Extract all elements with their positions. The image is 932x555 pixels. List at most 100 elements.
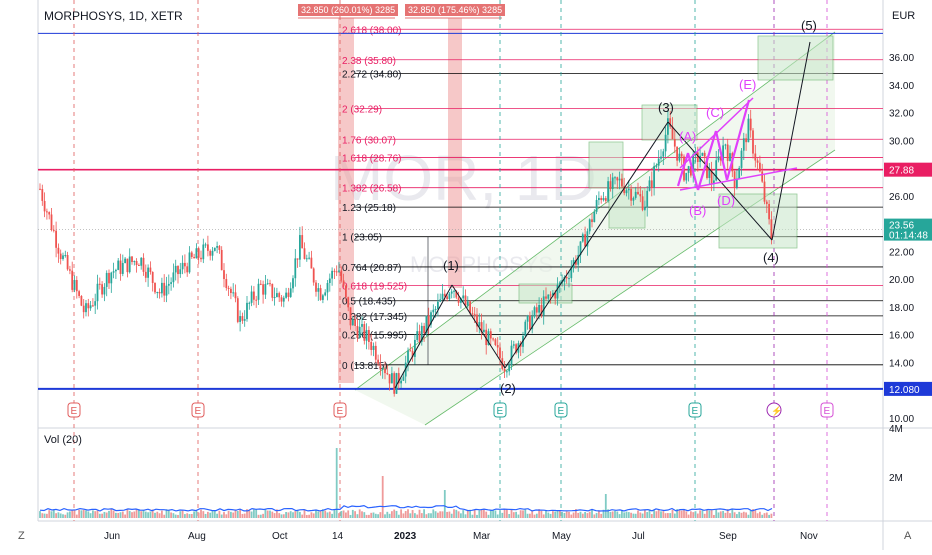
candle-body bbox=[188, 252, 191, 273]
candle bbox=[545, 287, 547, 301]
volume-bar bbox=[462, 510, 465, 518]
candle-body bbox=[634, 191, 637, 198]
candle bbox=[671, 117, 674, 140]
level-blue-label: 12.080 bbox=[889, 385, 920, 396]
candle-body bbox=[742, 138, 745, 151]
fib-label-5: 1.618 (28.76) bbox=[342, 153, 402, 164]
wave-segment-2 bbox=[504, 121, 669, 369]
volume-bar bbox=[315, 509, 317, 518]
volume-bar bbox=[349, 514, 352, 518]
volume-bar bbox=[289, 511, 292, 518]
candle bbox=[264, 275, 267, 299]
candle bbox=[581, 232, 584, 243]
earnings-marker-6 bbox=[820, 402, 834, 418]
wave-label-2: (2) bbox=[500, 381, 516, 396]
volume-bar bbox=[96, 510, 99, 518]
volume-bar bbox=[494, 510, 497, 518]
candle bbox=[662, 148, 665, 165]
y-tick-2: 32.00 bbox=[889, 109, 914, 120]
candle bbox=[225, 273, 228, 291]
volume-label[interactable]: Vol (20) bbox=[44, 434, 82, 446]
volume-bar bbox=[653, 510, 655, 518]
candle bbox=[584, 226, 586, 247]
volume-bar bbox=[740, 512, 743, 518]
candle bbox=[480, 313, 483, 340]
candle-body bbox=[64, 255, 67, 257]
volume-bar bbox=[110, 509, 113, 518]
volume-bar bbox=[301, 514, 304, 518]
candle bbox=[234, 284, 237, 303]
candle-body bbox=[266, 283, 269, 285]
candle-body bbox=[197, 248, 200, 258]
wave-label-1: (1) bbox=[443, 258, 459, 273]
candle bbox=[358, 319, 361, 339]
candle bbox=[510, 340, 513, 370]
candle bbox=[197, 246, 200, 265]
candle-body bbox=[618, 178, 621, 181]
candle-body bbox=[121, 263, 124, 274]
candle-body bbox=[131, 256, 133, 263]
volume-bar bbox=[627, 512, 630, 518]
candle-body bbox=[432, 309, 435, 313]
candle-body bbox=[66, 255, 69, 270]
candle-body bbox=[98, 283, 101, 285]
candle-body bbox=[103, 286, 106, 295]
candle-body bbox=[487, 331, 490, 346]
candle-body bbox=[328, 278, 331, 284]
candle bbox=[439, 293, 442, 303]
volume-bar bbox=[593, 514, 596, 518]
volume-bar bbox=[724, 512, 727, 518]
candle bbox=[292, 275, 294, 293]
candle-body bbox=[552, 292, 554, 296]
currency-label[interactable]: EUR bbox=[892, 10, 916, 22]
candle bbox=[101, 281, 103, 298]
candle-body bbox=[181, 262, 184, 270]
volume-bar bbox=[149, 511, 152, 518]
candle-body bbox=[46, 211, 48, 213]
volume-bar bbox=[128, 510, 131, 518]
candle-body bbox=[747, 118, 750, 143]
candle-body bbox=[673, 139, 676, 147]
volume-bar bbox=[140, 511, 143, 518]
volume-bar bbox=[66, 512, 69, 518]
volume-bar bbox=[147, 512, 149, 518]
fib-label-3: 2 (32.29) bbox=[342, 104, 382, 115]
vol-tick-4m: 4M bbox=[889, 424, 903, 435]
x-tick-3: 14 bbox=[332, 531, 344, 542]
volume-bar bbox=[694, 511, 697, 518]
candle bbox=[78, 289, 80, 299]
volume-bar bbox=[572, 512, 575, 518]
candle bbox=[634, 186, 637, 200]
candle bbox=[151, 271, 154, 292]
candle bbox=[653, 162, 655, 196]
candle bbox=[349, 307, 352, 330]
candle-body bbox=[529, 315, 531, 330]
candle bbox=[667, 109, 669, 144]
candle-body bbox=[471, 313, 474, 315]
triangle-upper bbox=[679, 97, 754, 169]
candle-body bbox=[614, 177, 616, 179]
fib-label-11: 0.5 (18.435) bbox=[342, 297, 396, 308]
candle bbox=[540, 297, 543, 318]
candle-body bbox=[765, 201, 768, 204]
candle-body bbox=[342, 280, 345, 286]
candle-body bbox=[515, 344, 517, 353]
candle bbox=[476, 308, 478, 332]
volume-bar bbox=[664, 513, 667, 518]
candle bbox=[124, 257, 126, 264]
candle bbox=[660, 149, 662, 163]
earnings-marker-0 bbox=[67, 402, 81, 418]
candle bbox=[253, 286, 255, 306]
x-tick-2: Oct bbox=[272, 531, 288, 542]
timezone-button[interactable]: Z bbox=[18, 530, 25, 542]
candle-body bbox=[446, 296, 448, 300]
candle bbox=[326, 279, 329, 301]
candle bbox=[223, 263, 225, 288]
candle bbox=[310, 250, 313, 269]
wave-segment-4 bbox=[771, 41, 811, 241]
auto-scale-button[interactable]: A bbox=[904, 530, 912, 542]
symbol-title[interactable]: MORPHOSYS, 1D, XETR bbox=[44, 9, 183, 23]
candle-body bbox=[69, 269, 71, 271]
candle bbox=[328, 273, 331, 292]
